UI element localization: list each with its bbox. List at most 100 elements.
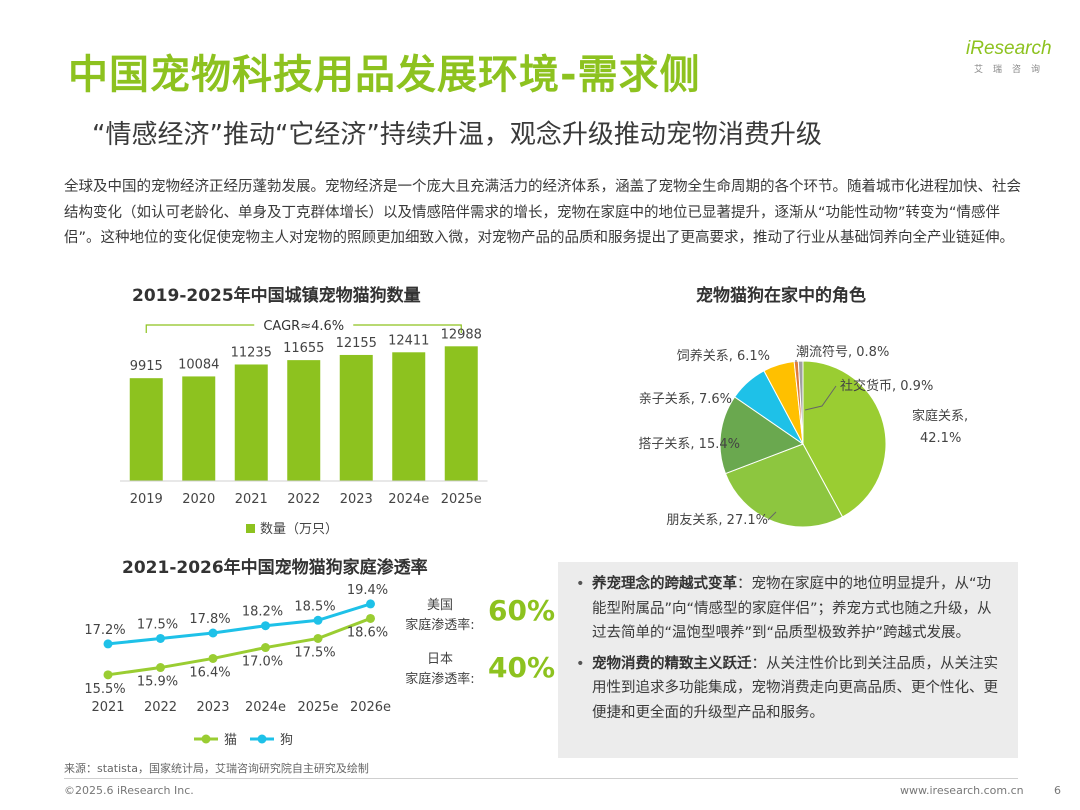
insight-item-2-text: ：从关注性价比到关注品质，从关注实用性到追求多功能集成，宠物消费走向更高品质、更… [592,655,998,721]
cagr-bracket [145,324,462,333]
footer-divider [64,778,1018,779]
line-series: 15.5% 15.9% 16.4% 17.0% 17.5% 18.6% 17.2% 17.5%… [84,583,391,748]
page-number: 6 [1054,784,1061,797]
data-point [208,653,218,663]
x-tick-label: 2025e [441,492,482,507]
data-label: 17.0% [242,655,283,670]
data-label: 19.4% [347,583,388,598]
source-note: 来源：statista，国家统计局，艾瑞咨询研究院自主研究及绘制 [64,762,369,775]
page-subtitle: “情感经济”推动“它经济”持续升温，观念升级推动宠物消费升级 [92,120,822,150]
x-tick-label: 2024e [245,700,286,715]
pie-slice-label: 朋友关系, 27.1% [666,512,768,528]
insight-item-1-text: ：宠物在家庭中的地位明显提升，从“功能型附属品”向“情感型的家庭伴侣”；养宠方式… [592,576,992,641]
bar-value-label: 10084 [178,357,219,372]
data-label: 15.9% [137,675,178,690]
data-point [208,628,218,638]
bar [129,378,163,481]
data-label: 17.5% [294,645,335,660]
data-point [313,633,323,643]
bar [444,346,478,481]
legend-label: 猫 [224,733,237,748]
logo-tagline: 艾瑞咨询 [974,65,1051,75]
data-label: 17.2% [84,623,125,638]
bar [339,354,373,481]
x-tick-label: 2023 [196,700,229,715]
x-tick-label: 2019 [130,492,163,507]
bar-value-label: 12411 [388,333,429,348]
data-point [103,670,113,680]
pie-chart-title: 宠物猫狗在家中的角色 [696,286,866,306]
bar-series: CAGR≈4.6% 9915 2019 10084 2020 11235 2021 11655… [120,319,488,537]
intro-paragraph: 全球及中国的宠物经济正经历蓬勃发展。宠物经济是一个庞大且充满活力的经济体系，涵盖… [64,179,1021,246]
pie-chart: 家庭关系, 42.1% 朋友关系, 27.1% 搭子关系, 15.4% 亲子关系, 7.… [638,344,968,528]
legend-marker [201,734,211,744]
bar-value-label: 9915 [130,359,163,374]
x-tick-label: 2021 [235,492,268,507]
bar-value-label: 12155 [336,336,377,351]
bar-chart: CAGR≈4.6% 9915 2019 10084 2020 11235 2021 11655… [120,319,488,537]
data-label: 18.6% [347,625,388,640]
page-title: 中国宠物科技用品发展环境-需求侧 [68,52,701,98]
legend-swatch [246,524,255,533]
insight-item-1-title: 养宠理念的跨越式变革 [592,576,737,592]
insight-item-2: 宠物消费的精致主义跃迁：从关注性价比到关注品质，从关注实用性到追求多功能集成，宠… [576,652,1002,726]
pie-slices: 家庭关系, 42.1% 朋友关系, 27.1% 搭子关系, 15.4% 亲子关系, 7.… [638,344,968,528]
pie-slice-label: 亲子关系, 7.6% [639,392,732,407]
bar-value-label: 11655 [283,341,324,356]
data-point [366,613,375,623]
bar [234,364,268,481]
data-point [103,639,113,649]
data-label: 18.5% [294,599,335,614]
pie-slice-label: 潮流符号, 0.8% [796,344,889,360]
series-line-狗 [107,602,371,646]
jp-penetration-value: 40% [488,651,556,684]
insight-item-1: 养宠理念的跨越式变革：宠物在家庭中的地位明显提升，从“功能型附属品”向“情感型的… [576,572,1002,646]
pie-slice-value: 42.1% [920,431,961,446]
x-tick-label: 2023 [340,492,373,507]
bar [392,352,426,481]
data-point [261,621,270,631]
logo-brand: iResearch [966,38,1052,59]
data-label: 17.8% [189,612,230,627]
line-chart: 15.5% 15.9% 16.4% 17.0% 17.5% 18.6% 17.2% 17.5%… [84,583,391,748]
x-tick-label: 2025e [297,700,338,715]
data-label: 16.4% [189,665,230,680]
us-penetration-value: 60% [488,594,556,627]
data-point [156,633,165,643]
cagr-label: CAGR≈4.6% [263,319,344,334]
pie-slice-label: 家庭关系, [912,408,968,424]
data-label: 18.2% [242,605,283,620]
bar [182,376,216,481]
bar [287,360,321,481]
pie-slice [724,443,844,528]
website-link[interactable]: www.iresearch.com.cn [900,784,1024,797]
bar-value-label: 11235 [231,345,272,360]
legend-label: 数量（万只） [260,522,338,537]
pie-slice-label: 饲养关系, 6.1% [677,348,770,364]
data-point [156,663,165,673]
jp-penetration-label: 日本 家庭渗透率: [405,652,475,687]
pie-slice-label: 社交货币, 0.9% [840,378,933,394]
x-tick-label: 2022 [144,700,177,715]
insight-callout: 养宠理念的跨越式变革：宠物在家庭中的地位明显提升，从“功能型附属品”向“情感型的… [558,562,1018,758]
insight-item-2-title: 宠物消费的精致主义跃迁 [592,655,752,672]
bar-chart-title: 2019-2025年中国城镇宠物猫狗数量 [132,286,421,306]
us-penetration-label: 美国 家庭渗透率: [405,598,475,633]
x-tick-label: 2022 [287,492,320,507]
line-chart-title: 2021-2026年中国宠物猫狗家庭渗透率 [122,558,428,578]
iresearch-logo: iResearch 艾瑞咨询 [966,38,1062,88]
legend-label: 狗 [280,733,293,748]
x-tick-label: 2024e [388,492,429,507]
x-tick-label: 2021 [91,700,124,715]
data-label: 15.5% [84,682,125,697]
copyright: ©2025.6 iResearch Inc. [64,784,194,797]
pie-slice [802,360,887,518]
pie-slice [797,360,804,445]
data-label: 17.5% [137,617,178,632]
leader-line [804,385,837,411]
x-tick-label: 2020 [182,492,215,507]
bar-value-label: 12988 [441,327,482,342]
data-point [313,615,323,625]
x-tick-label: 2026e [350,700,391,715]
series-line-猫 [107,617,372,677]
